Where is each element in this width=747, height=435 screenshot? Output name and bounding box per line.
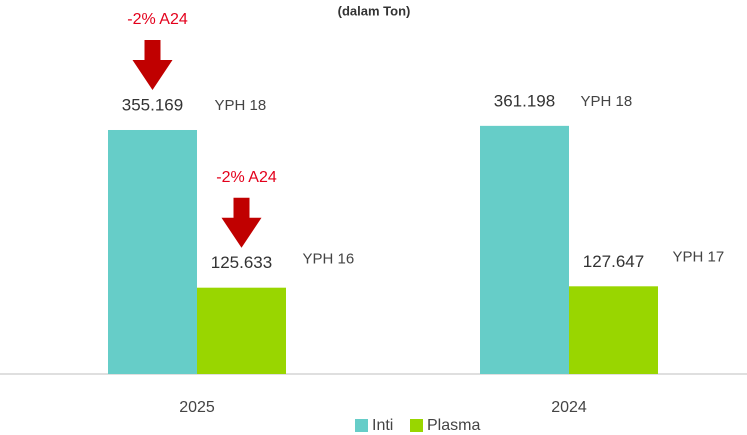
down-arrow bbox=[132, 39, 173, 90]
legend-label: Plasma bbox=[427, 417, 480, 434]
x-tick-label: 2024 bbox=[551, 399, 587, 416]
legend-swatch bbox=[355, 419, 368, 432]
bar-note: YPH 17 bbox=[673, 248, 725, 265]
change-label: -2% A24 bbox=[216, 169, 277, 186]
bar-note: YPH 18 bbox=[581, 93, 633, 110]
value-label: 361.198 bbox=[494, 91, 555, 110]
down-arrow bbox=[221, 197, 262, 248]
bar-note: YPH 18 bbox=[215, 97, 267, 114]
legend-label: Inti bbox=[372, 417, 393, 434]
bar bbox=[480, 125, 569, 375]
bar bbox=[197, 287, 286, 374]
x-tick-label: 2025 bbox=[179, 399, 215, 416]
bar bbox=[569, 286, 658, 374]
bar bbox=[108, 129, 197, 374]
change-label: -2% A24 bbox=[127, 11, 188, 28]
value-label: 355.169 bbox=[122, 95, 183, 114]
chart-title: (dalam Ton) bbox=[338, 3, 411, 18]
bar-note: YPH 16 bbox=[303, 251, 355, 268]
value-label: 125.633 bbox=[211, 253, 272, 272]
legend-swatch bbox=[410, 419, 423, 432]
value-label: 127.647 bbox=[583, 252, 644, 271]
